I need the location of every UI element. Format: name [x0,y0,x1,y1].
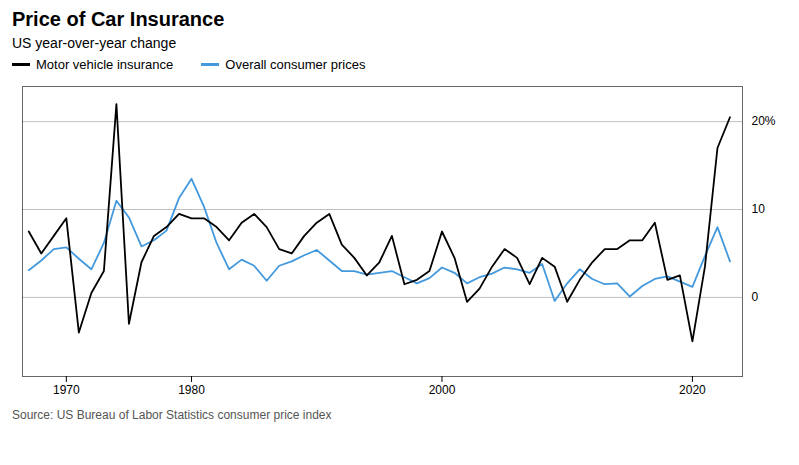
html-text:US year-over-year change: US year-over-year change [12,35,177,51]
svg-text:2020: 2020 [679,383,706,397]
svg-text:10: 10 [752,202,766,216]
svg-text:20%: 20% [752,114,776,128]
html-text:Overall consumer prices: Overall consumer prices [225,57,366,72]
svg-text:1980: 1980 [178,383,205,397]
svg-text:2000: 2000 [429,383,456,397]
svg-text:0: 0 [752,290,759,304]
html-text:Price of Car Insurance: Price of Car Insurance [12,8,225,30]
html-text:Motor vehicle insurance: Motor vehicle insurance [36,57,174,72]
html-text:Source: US Bureau of Labor Sta: Source: US Bureau of Labor Statistics co… [12,408,332,422]
svg-text:1970: 1970 [53,383,80,397]
